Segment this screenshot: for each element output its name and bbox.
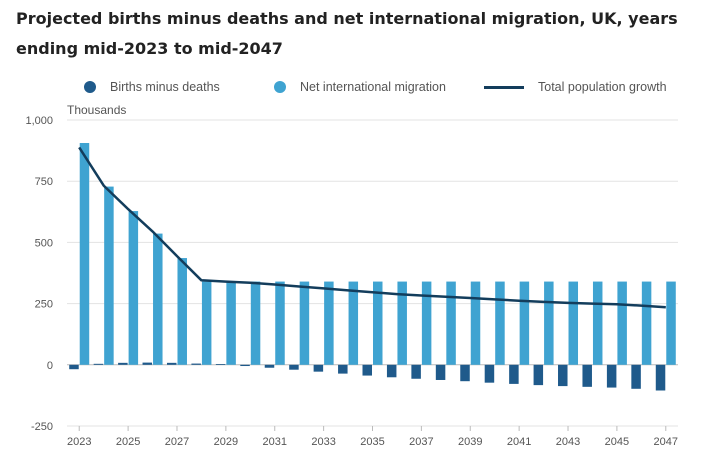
bar-births-minus-deaths [411,364,421,379]
bar-births-minus-deaths [533,364,544,386]
x-tick-label: 2039 [458,436,482,448]
line-total-population-growth [78,146,666,309]
bar-net-international-migration [519,281,530,365]
bar-births-minus-deaths [631,364,641,389]
bar-net-international-migration [470,281,481,365]
y-tick-label: 0 [47,360,53,372]
bar-births-minus-deaths [289,364,299,370]
bar-births-minus-deaths [338,364,348,374]
y-tick-label: 500 [35,237,53,249]
legend-label-total: Total population growth [538,80,667,94]
bar-births-minus-deaths [264,364,275,368]
x-tick-label: 2041 [507,436,531,448]
bar-births-minus-deaths [313,364,324,372]
bar-net-international-migration [324,281,334,365]
legend-label-births: Births minus deaths [110,80,220,94]
bar-births-minus-deaths [191,363,201,365]
x-tick-label: 2045 [605,436,629,448]
legend-item-migration: Net international migration [274,76,446,98]
bar-births-minus-deaths [240,364,250,367]
bar-net-international-migration [177,258,187,365]
bar-net-international-migration [421,281,432,365]
bar-births-minus-deaths [215,364,226,365]
bar-net-international-migration [666,281,676,365]
bar-net-international-migration [348,281,359,365]
bar-births-minus-deaths [435,364,446,380]
bar-births-minus-deaths [166,362,177,365]
bar-births-minus-deaths [362,364,372,376]
bar-net-international-migration [275,281,285,365]
y-tick-label: 750 [35,176,53,188]
x-tick-label: 2025 [116,436,140,448]
legend-swatch-total [484,85,524,89]
x-tick-label: 2037 [409,436,433,448]
x-tick-label: 2029 [214,436,238,448]
bar-net-international-migration [592,281,603,365]
legend-item-total: Total population growth [484,76,667,98]
bar-births-minus-deaths [655,364,666,391]
x-tick-label: 2033 [311,436,335,448]
bar-births-minus-deaths [606,364,617,388]
bar-births-minus-deaths [509,364,519,384]
bar-net-international-migration [495,281,505,365]
bar-births-minus-deaths [118,362,128,365]
y-tick-label: 1,000 [25,115,53,127]
bar-births-minus-deaths [484,364,495,383]
x-tick-label: 2043 [556,436,580,448]
bar-births-minus-deaths [69,364,79,370]
bar-births-minus-deaths [460,364,470,382]
legend-item-births: Births minus deaths [84,76,220,98]
bar-births-minus-deaths [582,364,592,387]
bar-net-international-migration [104,186,114,365]
legend-label-migration: Net international migration [300,80,446,94]
bar-births-minus-deaths [558,364,568,387]
y-axis-unit-label: Thousands [67,103,127,117]
bar-net-international-migration [373,281,383,365]
chart-title: Projected births minus deaths and net in… [16,9,678,58]
bar-net-international-migration [641,281,652,365]
legend-swatch-births [84,81,96,93]
bar-births-minus-deaths [142,362,153,365]
bar-net-international-migration [128,211,139,365]
bar-net-international-migration [226,281,236,365]
y-tick-label: -250 [31,421,53,433]
bar-net-international-migration [568,281,579,365]
bar-net-international-migration [153,233,163,365]
bar-net-international-migration [79,143,90,365]
bar-net-international-migration [201,281,212,365]
bar-net-international-migration [250,281,261,365]
x-tick-label: 2023 [67,436,91,448]
bar-net-international-migration [299,281,310,365]
x-tick-label: 2031 [262,436,286,448]
legend-swatch-migration [274,81,286,93]
x-tick-label: 2035 [360,436,384,448]
x-tick-label: 2047 [654,436,678,448]
bar-births-minus-deaths [93,363,104,365]
bar-net-international-migration [446,281,456,365]
bar-births-minus-deaths [386,364,397,378]
legend: Births minus deaths Net international mi… [0,76,702,98]
bar-net-international-migration [397,281,407,365]
y-tick-label: 250 [35,299,53,311]
bar-net-international-migration [544,281,554,365]
x-tick-label: 2027 [165,436,189,448]
bar-net-international-migration [617,281,627,365]
